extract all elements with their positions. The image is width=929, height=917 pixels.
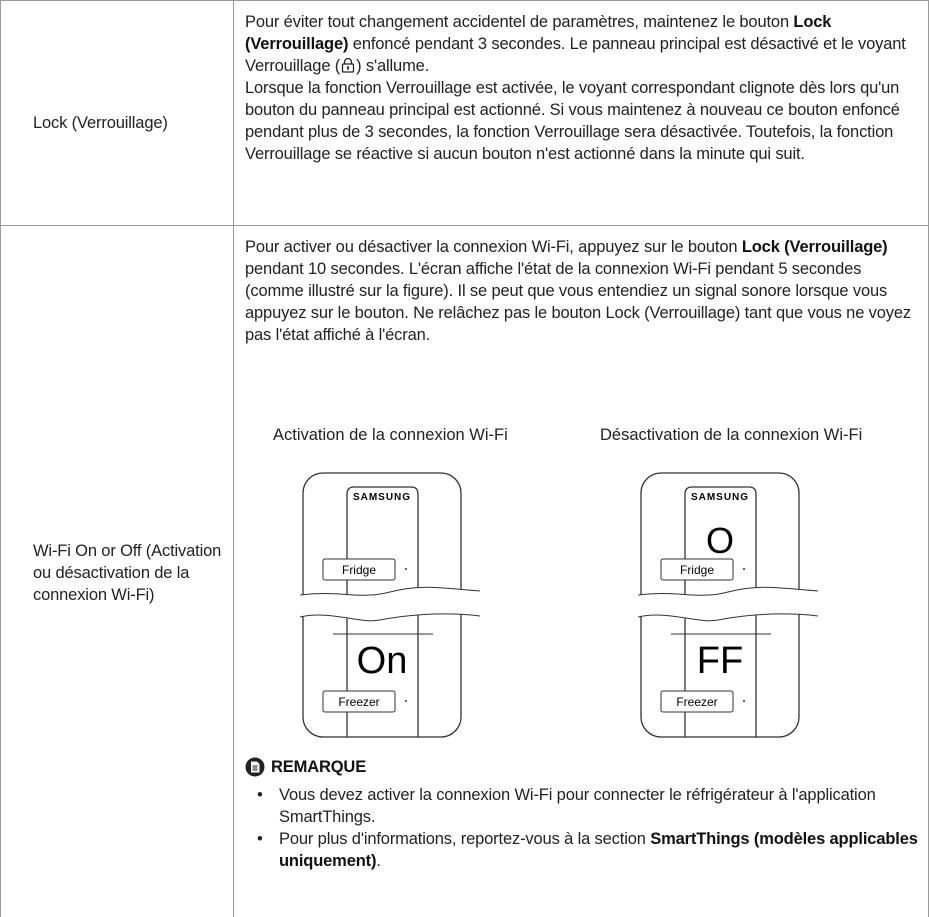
note-header: REMARQUE <box>245 756 925 778</box>
display: O <box>706 520 734 561</box>
control-panel: SAMSUNG Fridge On Freezer <box>300 472 480 738</box>
lock-icon <box>341 57 355 73</box>
table-border <box>0 0 929 1</box>
text: pendant 10 secondes. L'écran affiche l'é… <box>245 260 912 344</box>
figure-caption: Désactivation de la connexion Wi-Fi <box>600 426 863 444</box>
note-icon <box>245 757 265 777</box>
row-divider <box>0 225 929 226</box>
bullet: Pour plus d'informations, reportez-vous … <box>257 828 925 872</box>
text: Pour plus d'informations, reportez-vous … <box>279 830 651 848</box>
paragraph: Lorsque la fonction Verrouillage est act… <box>245 79 900 163</box>
button-label: Freezer <box>338 695 379 709</box>
table-border <box>0 0 1 917</box>
button-label: Fridge <box>342 563 376 577</box>
figure-caption: Activation de la connexion Wi-Fi <box>273 426 508 444</box>
text: Vous devez activer la connexion Wi-Fi po… <box>279 786 876 826</box>
bullet: Vous devez activer la connexion Wi-Fi po… <box>257 784 925 828</box>
text: enfoncé pendant 3 secondes. Le panneau p… <box>245 35 906 75</box>
display: On <box>357 640 408 682</box>
row-content: Pour activer ou désactiver la connexion … <box>245 236 920 346</box>
paragraph: Pour activer ou désactiver la connexion … <box>245 236 920 346</box>
row-label: Lock (Verrouillage) <box>33 114 168 132</box>
row-content: Pour éviter tout changement accidentel d… <box>245 11 920 165</box>
button-label: Freezer <box>676 695 717 709</box>
button-name: Lock (Verrouillage) <box>245 13 832 53</box>
button-name: Lock (Verrouillage) <box>741 238 888 256</box>
brand: SAMSUNG <box>691 492 749 503</box>
note-title: REMARQUE <box>271 758 367 776</box>
paragraph: Pour éviter tout changement accidentel d… <box>245 11 920 77</box>
control-panel: SAMSUNG O Fridge FF Freezer <box>638 472 818 738</box>
row-label: Wi-Fi On or Off (Activation ou désactiva… <box>33 542 222 604</box>
brand: SAMSUNG <box>353 492 411 503</box>
text: Pour activer ou désactiver la connexion … <box>245 238 742 256</box>
note-list: Vous devez activer la connexion Wi-Fi po… <box>245 784 925 872</box>
text: ) s'allume. <box>356 57 430 75</box>
button-label: Fridge <box>680 563 714 577</box>
column-divider <box>233 0 234 917</box>
section-name: SmartThings (modèles applicables uniquem… <box>279 830 918 870</box>
text: Pour éviter tout changement accidentel d… <box>245 13 794 31</box>
display: FF <box>697 640 743 682</box>
text: . <box>376 852 381 870</box>
note: REMARQUE Vous devez activer la connexion… <box>245 756 925 872</box>
